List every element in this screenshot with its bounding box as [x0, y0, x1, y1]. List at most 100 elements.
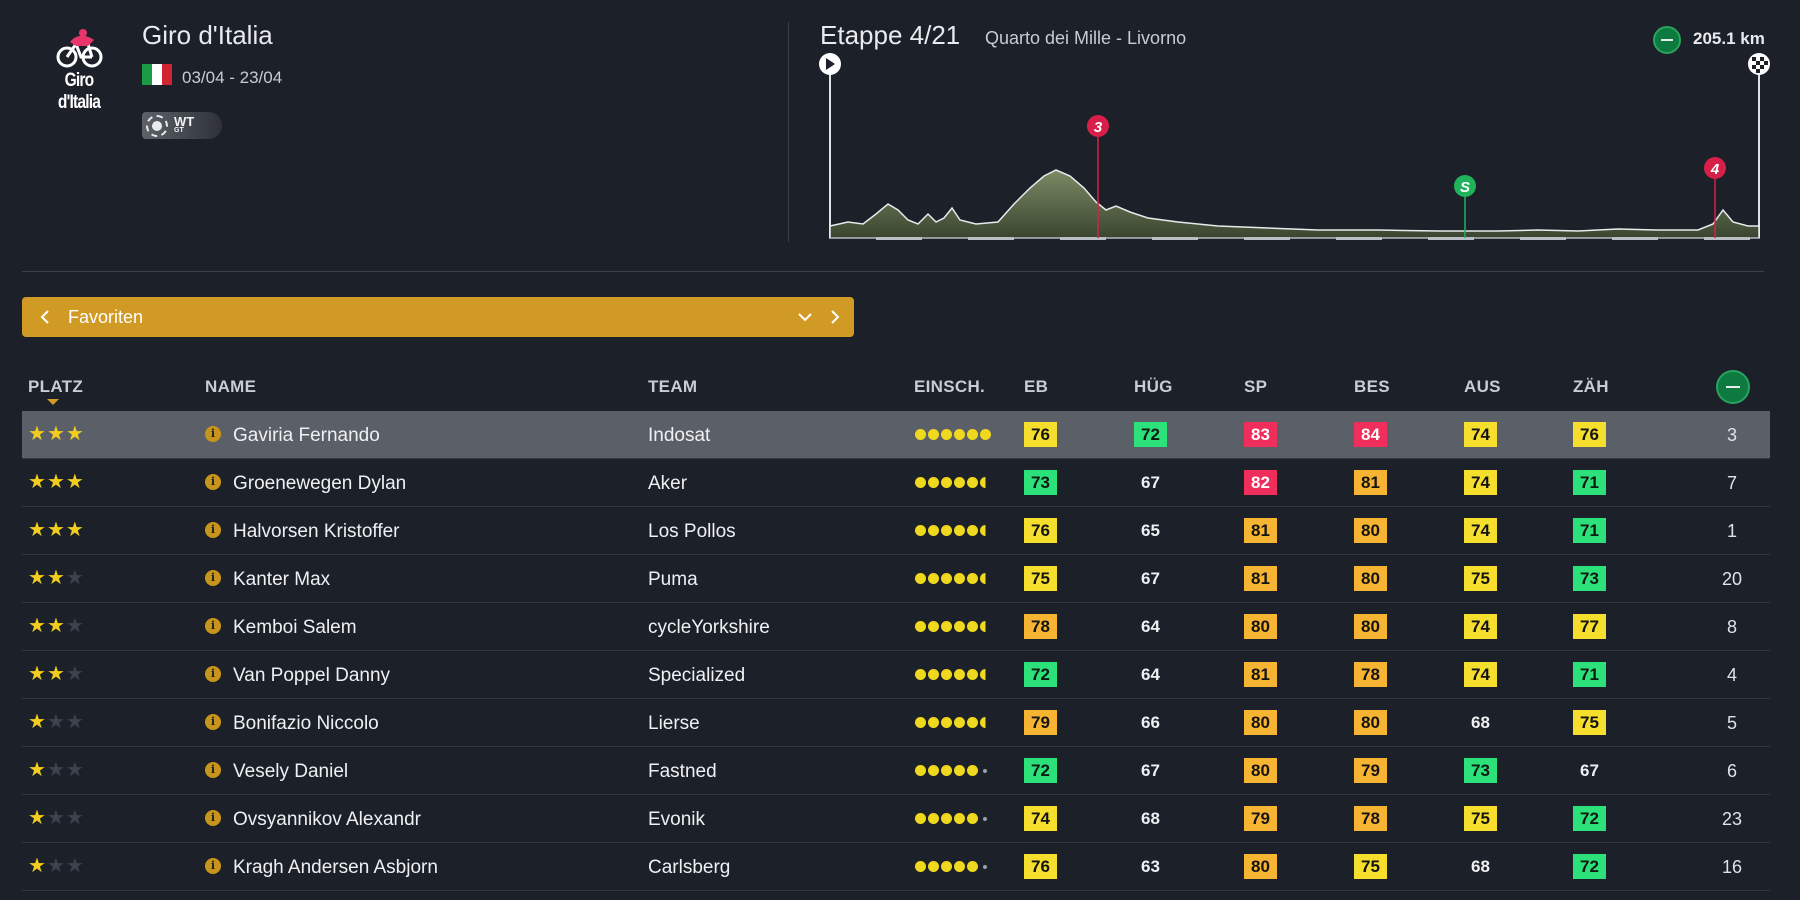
team-name[interactable]: Lierse: [648, 713, 700, 734]
column-header-bes[interactable]: BES: [1354, 377, 1390, 396]
column-header-zah[interactable]: ZÄH: [1573, 377, 1609, 396]
rating-dot-icon: [954, 717, 965, 728]
table-row[interactable]: ★★★ i Ovsyannikov Alexandr Evonik 74 68 79…: [22, 795, 1770, 843]
team-name[interactable]: Los Pollos: [648, 521, 736, 542]
rider-name[interactable]: Bonifazio Niccolo: [233, 713, 379, 734]
star-icon: ★: [28, 471, 47, 493]
chevron-left-icon[interactable]: [32, 297, 58, 337]
stat-bes: 80: [1354, 518, 1387, 543]
column-header-eb[interactable]: EB: [1024, 377, 1049, 396]
table-row[interactable]: ★★★ i Kragh Andersen Asbjorn Carlsberg 7…: [22, 843, 1770, 891]
rating-dot-icon: [967, 717, 978, 728]
favorite-stars: ★★★: [28, 760, 85, 780]
info-icon[interactable]: i: [205, 714, 221, 730]
team-name[interactable]: Specialized: [648, 665, 746, 686]
rider-name[interactable]: Halvorsen Kristoffer: [233, 521, 400, 542]
team-name[interactable]: Carlsberg: [648, 857, 731, 878]
team-name[interactable]: Fastned: [648, 761, 717, 782]
table-row[interactable]: ★★★ i Kemboi Salem cycleYorkshire 78 64 80…: [22, 603, 1770, 651]
info-icon[interactable]: i: [205, 666, 221, 682]
rating-dot-icon: [928, 669, 939, 680]
star-icon: ★: [28, 519, 47, 541]
stat-sp: 80: [1244, 614, 1277, 639]
stage-title: Etappe 4/21: [820, 20, 961, 50]
table-row[interactable]: ★★★ i Groenewegen Dylan Aker 73 67 82 81 74 7…: [22, 459, 1770, 507]
climb-marker-2[interactable]: 4: [1704, 157, 1726, 238]
team-name[interactable]: Evonik: [648, 809, 706, 830]
rating-dot-icon: [980, 717, 991, 728]
rating-dot-icon: [928, 525, 939, 536]
table-row[interactable]: ★★★ i Gaviria Fernando Indosat 76 72 83 84 7…: [22, 411, 1770, 459]
table-row[interactable]: ★★★ i Halvorsen Kristoffer Los Pollos 76…: [22, 507, 1770, 555]
info-icon[interactable]: i: [205, 474, 221, 490]
info-icon[interactable]: i: [205, 762, 221, 778]
favorite-stars: ★★★: [28, 664, 85, 684]
stat-aus: 75: [1464, 806, 1497, 831]
star-icon: ★: [46, 855, 66, 877]
team-name[interactable]: Puma: [648, 569, 698, 590]
stat-bes: 80: [1354, 710, 1387, 735]
rating-dot-icon: [928, 621, 939, 632]
star-icon: ★: [65, 423, 85, 445]
team-name[interactable]: Indosat: [648, 425, 711, 446]
stat-sp: 80: [1244, 758, 1277, 783]
table-row[interactable]: ★★★ i Van Poppel Danny Specialized 72 64 8…: [22, 651, 1770, 699]
rider-name[interactable]: Groenewegen Dylan: [233, 473, 407, 494]
filter-selector[interactable]: Favoriten: [22, 297, 854, 337]
stat-sp: 80: [1244, 854, 1277, 879]
rider-name[interactable]: Gaviria Fernando: [233, 425, 380, 446]
info-icon[interactable]: i: [205, 570, 221, 586]
rider-name[interactable]: Van Poppel Danny: [233, 665, 391, 686]
rider-name[interactable]: Vesely Daniel: [233, 761, 349, 782]
table-row[interactable]: ★★★ i Vesely Daniel Fastned 72 67 80 79 73 67…: [22, 747, 1770, 795]
rating-dot-icon: [967, 525, 978, 536]
column-header-team[interactable]: TEAM: [648, 377, 698, 396]
column-header-einsch[interactable]: EINSCH.: [914, 377, 986, 396]
star-icon: ★: [65, 759, 85, 781]
sprint-marker[interactable]: S: [1454, 175, 1476, 238]
rating-dot-icon: [941, 525, 952, 536]
column-header-aus[interactable]: AUS: [1464, 377, 1501, 396]
star-icon: ★: [65, 855, 85, 877]
climb-marker-1[interactable]: 3: [1087, 115, 1109, 238]
info-icon[interactable]: i: [205, 810, 221, 826]
stat-eb: 78: [1024, 614, 1057, 639]
table-row[interactable]: ★★★ i Kanter Max Puma 75 67 81 80 75 73 20: [22, 555, 1770, 603]
rating-dot-icon: [983, 817, 987, 821]
column-header-status-icon[interactable]: [1716, 370, 1750, 404]
stat-hug: 67: [1141, 473, 1160, 492]
rider-table: ★★★ i Gaviria Fernando Indosat 76 72 83 84 7…: [22, 411, 1770, 891]
info-icon[interactable]: i: [205, 858, 221, 874]
rider-name[interactable]: Kanter Max: [233, 569, 331, 590]
star-icon: ★: [46, 615, 66, 637]
worldtour-badge: WT GT: [142, 112, 222, 139]
stat-zah: 77: [1573, 614, 1606, 639]
rider-name[interactable]: Kragh Andersen Asbjorn: [233, 857, 438, 878]
favorite-stars: ★★★: [28, 808, 85, 828]
column-header-platz[interactable]: PLATZ: [28, 377, 84, 396]
wt-badge-text: WT GT: [174, 115, 194, 135]
column-header-sp[interactable]: SP: [1244, 377, 1268, 396]
team-name[interactable]: Aker: [648, 473, 688, 494]
section-divider: [22, 271, 1764, 272]
table-header: PLATZ NAME TEAM EINSCH. EB HÜG SP BES AU…: [22, 366, 1770, 412]
info-icon[interactable]: i: [205, 522, 221, 538]
team-name[interactable]: cycleYorkshire: [648, 617, 770, 638]
column-header-hug[interactable]: HÜG: [1134, 377, 1173, 396]
rating-dot-icon: [980, 429, 991, 440]
stat-sp: 80: [1244, 710, 1277, 735]
table-row[interactable]: ★★★ i Bonifazio Niccolo Lierse 79 66 80 80 6…: [22, 699, 1770, 747]
chevron-down-icon[interactable]: [792, 297, 818, 337]
rider-name[interactable]: Ovsyannikov Alexandr: [233, 809, 421, 830]
stat-hug: 67: [1141, 761, 1160, 780]
rider-name[interactable]: Kemboi Salem: [233, 617, 357, 638]
rank-value: 4: [1726, 665, 1737, 685]
info-icon[interactable]: i: [205, 426, 221, 442]
info-icon[interactable]: i: [205, 618, 221, 634]
favorite-stars: ★★★: [28, 712, 85, 732]
stage-name: Quarto dei Mille - Livorno: [985, 28, 1187, 48]
sprint-marker-label: S: [1460, 179, 1470, 196]
star-icon: ★: [46, 423, 66, 445]
column-header-name[interactable]: NAME: [205, 377, 257, 396]
chevron-right-icon[interactable]: [822, 297, 848, 337]
